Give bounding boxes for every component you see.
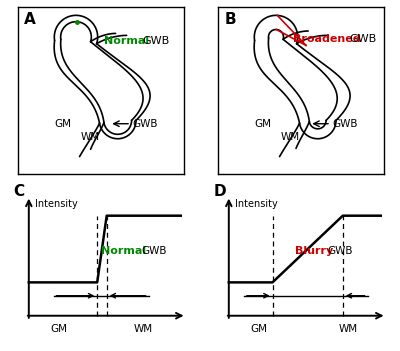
Text: B: B [224, 12, 236, 27]
Text: WM: WM [81, 132, 100, 143]
Text: Normal: Normal [101, 246, 146, 256]
Text: D: D [214, 184, 226, 199]
Text: GWB: GWB [328, 246, 353, 256]
Text: GWB: GWB [333, 119, 358, 129]
Text: Broadened: Broadened [293, 34, 360, 44]
Text: A: A [24, 12, 36, 27]
Text: Blurry: Blurry [295, 246, 334, 256]
Text: GM: GM [251, 324, 268, 335]
Text: GWB: GWB [143, 36, 170, 46]
Text: GWB: GWB [349, 34, 377, 44]
Text: Normal: Normal [104, 36, 150, 46]
Text: GM: GM [54, 119, 71, 129]
Text: GM: GM [254, 119, 271, 129]
Text: Intensity: Intensity [234, 199, 277, 209]
Text: GM: GM [51, 324, 68, 335]
Text: GWB: GWB [133, 119, 158, 129]
Text: WM: WM [339, 324, 358, 335]
Text: GWB: GWB [141, 246, 166, 256]
Text: C: C [14, 184, 25, 199]
Text: WM: WM [133, 324, 152, 335]
Text: WM: WM [281, 132, 300, 143]
Text: Intensity: Intensity [34, 199, 77, 209]
